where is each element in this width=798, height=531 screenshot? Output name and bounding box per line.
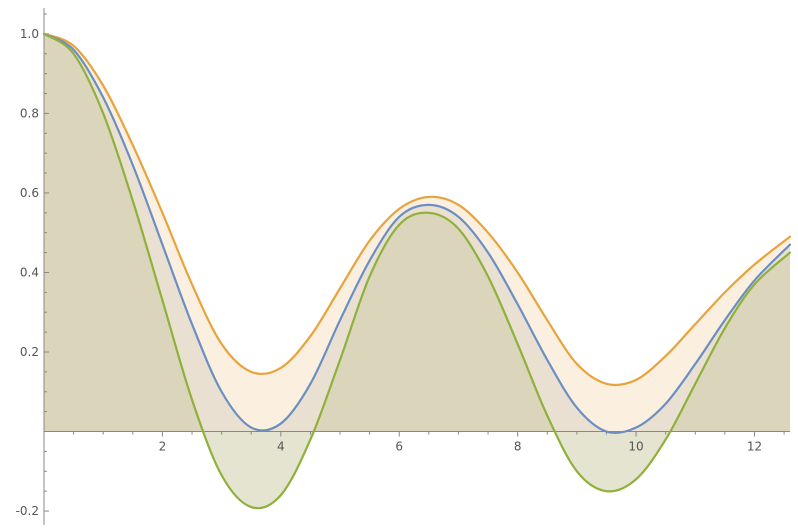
x-tick-label: 4 bbox=[277, 440, 285, 454]
axes bbox=[43, 8, 790, 525]
series-lines bbox=[42, 32, 792, 510]
y-tick-label: 1.0 bbox=[20, 27, 39, 41]
tick-labels: 2 4 6 8 10 12 -0.2 0.2 0.4 0.6 0.8 1.0 bbox=[16, 27, 763, 518]
y-tick-label: 0.4 bbox=[20, 265, 39, 279]
x-tick-label: 10 bbox=[628, 440, 643, 454]
series-1-line bbox=[42, 32, 792, 387]
y-tick-label: 0.2 bbox=[20, 345, 39, 359]
series-3-line bbox=[42, 32, 792, 510]
y-tick-label: -0.2 bbox=[16, 504, 39, 518]
y-tick-label: 0.6 bbox=[20, 186, 39, 200]
x-tick-label: 12 bbox=[747, 440, 762, 454]
x-tick-label: 6 bbox=[395, 440, 403, 454]
series-3-fill bbox=[44, 33, 790, 509]
x-tick-label: 8 bbox=[514, 440, 522, 454]
x-tick-label: 2 bbox=[159, 440, 167, 454]
series-2-line bbox=[42, 32, 792, 435]
y-tick-label: 0.8 bbox=[20, 106, 39, 120]
area-fills bbox=[44, 33, 790, 509]
